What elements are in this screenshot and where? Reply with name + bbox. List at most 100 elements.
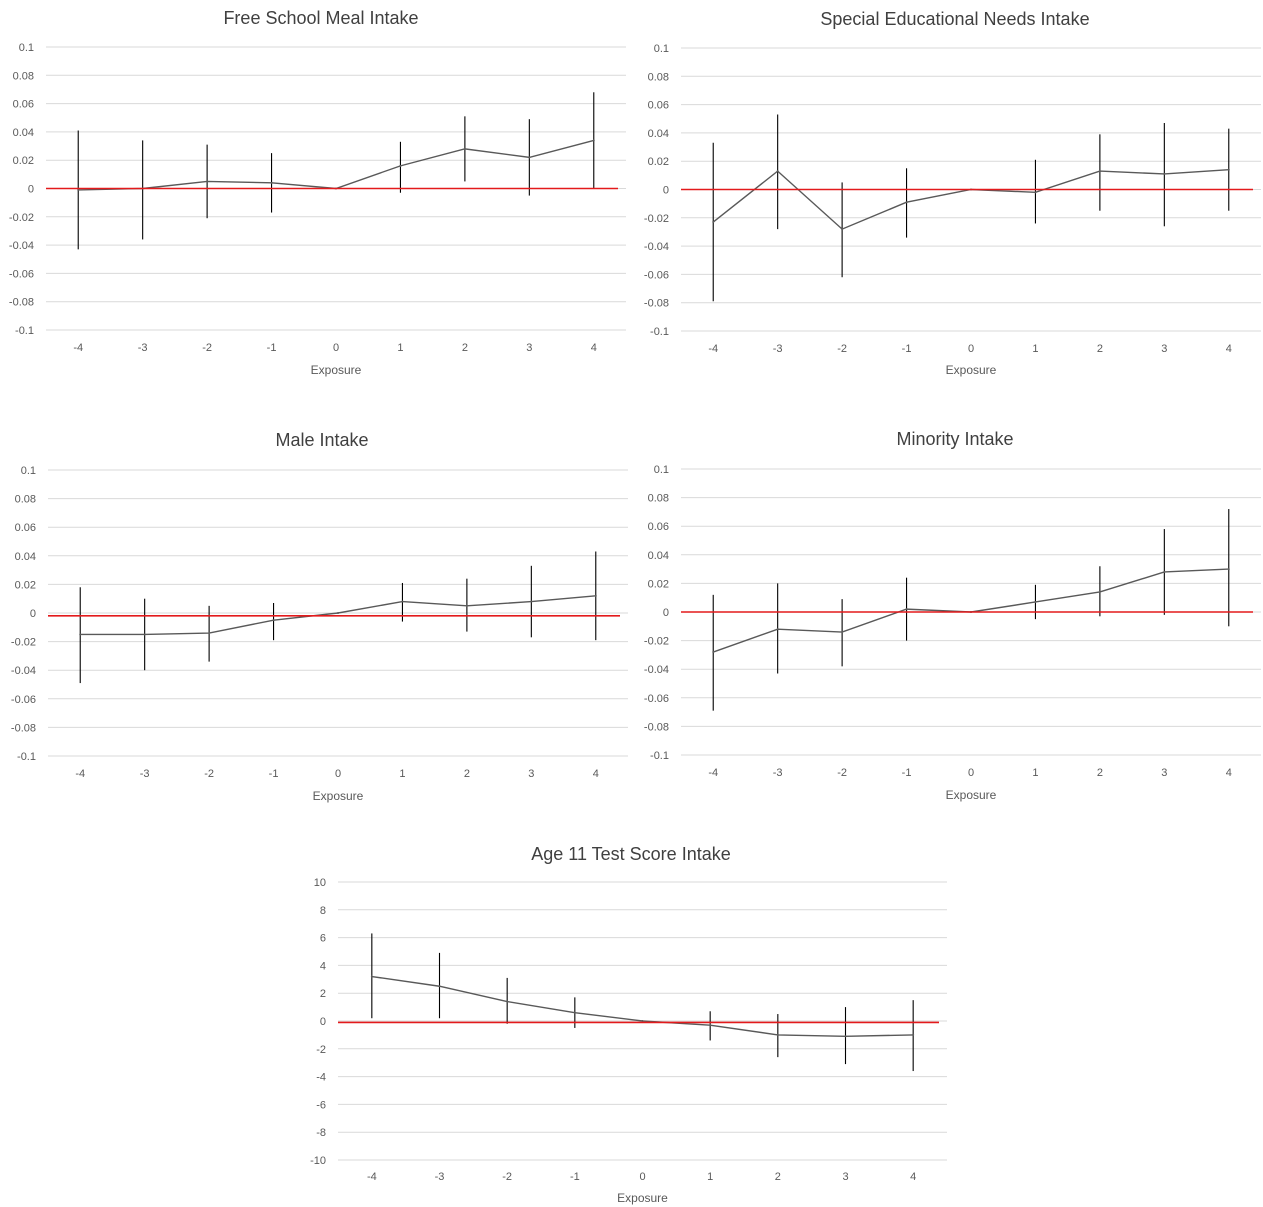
data-point	[573, 1011, 576, 1014]
x-tick-label: -3	[773, 343, 783, 355]
data-point	[438, 985, 441, 988]
x-tick-label: 1	[399, 768, 405, 780]
series-line	[371, 975, 914, 1037]
data-point	[712, 221, 715, 224]
x-tick-label: 4	[1226, 343, 1232, 355]
y-tick-label: 0	[663, 607, 669, 619]
x-tick-label: -2	[204, 768, 214, 780]
data-point	[912, 1033, 915, 1036]
y-tick-label: -4	[316, 1072, 326, 1084]
y-tick-label: -10	[310, 1155, 326, 1167]
chart-4: Minority Intake 0.1 0.08 0.06 0.04 0.02 0 -0.02…	[644, 429, 1261, 802]
x-tick-label: -3	[435, 1171, 445, 1183]
y-tick-label: -0.1	[15, 325, 34, 337]
y-tick-label: -0.08	[644, 298, 669, 310]
y-tick-label: 0.02	[648, 156, 669, 168]
data-point	[530, 600, 533, 603]
chart-1: Free School Meal Intake 0.1 0.08 0.06 0.04 0.…	[9, 8, 626, 377]
data-point	[594, 594, 597, 597]
chart-5: Age 11 Test Score Intake1086420-2-4-6-8-…	[310, 844, 947, 1205]
y-tick-label: 0.06	[13, 99, 34, 111]
x-tick-label: -2	[837, 343, 847, 355]
y-tick-label: -0.06	[11, 694, 36, 706]
x-tick-label: 2	[464, 768, 470, 780]
y-tick-label: -0.06	[9, 268, 34, 280]
x-tick-label: 2	[1097, 343, 1103, 355]
y-tick-label: -0.08	[9, 297, 34, 309]
x-tick-label: 4	[910, 1171, 916, 1183]
y-tick-label: -0.04	[9, 240, 34, 252]
y-tick-label: 0.1	[21, 465, 36, 477]
data-point	[79, 633, 82, 636]
data-point	[1227, 168, 1230, 171]
x-tick-label: 4	[1226, 767, 1232, 779]
data-point	[463, 147, 466, 150]
y-tick-label: -0.02	[11, 637, 36, 649]
chart-3: Male Intake 0.1 0.08 0.06 0.04 0.02 0 -0.02 -0.0…	[11, 430, 628, 803]
x-tick-label: 3	[528, 768, 534, 780]
series-line	[78, 139, 594, 191]
y-tick-label: -0.02	[644, 213, 669, 225]
data-point	[206, 180, 209, 183]
y-tick-label: -0.1	[650, 750, 669, 762]
y-tick-label: 0	[30, 608, 36, 620]
x-axis-label: Exposure	[617, 1191, 668, 1205]
data-point	[77, 188, 80, 191]
y-tick-label: -0.04	[644, 664, 669, 676]
y-tick-label: 6	[320, 933, 326, 945]
y-tick-label: -0.1	[17, 751, 36, 763]
y-tick-label: -0.08	[11, 722, 36, 734]
x-axis-label: Exposure	[313, 789, 364, 803]
data-point	[528, 156, 531, 159]
x-tick-label: -3	[140, 768, 150, 780]
y-tick-label: 0.1	[654, 43, 669, 55]
x-tick-label: 3	[842, 1171, 848, 1183]
data-point	[841, 228, 844, 231]
x-tick-label: -4	[708, 343, 718, 355]
y-tick-label: 0.02	[15, 579, 36, 591]
y-tick-label: 8	[320, 905, 326, 917]
y-tick-label: 0.02	[648, 578, 669, 590]
data-point	[776, 1033, 779, 1036]
y-tick-label: 0.08	[648, 493, 669, 505]
y-tick-label: -0.1	[650, 326, 669, 338]
y-tick-label: -0.02	[644, 636, 669, 648]
y-tick-label: 0.1	[19, 42, 34, 54]
y-tick-label: 0.1	[654, 464, 669, 476]
data-point	[905, 201, 908, 204]
data-point	[592, 139, 595, 142]
x-tick-label: 3	[526, 342, 532, 354]
x-axis-label: Exposure	[946, 788, 997, 802]
chart-title: Special Educational Needs Intake	[820, 9, 1089, 29]
x-tick-label: -1	[570, 1171, 580, 1183]
x-axis-label: Exposure	[946, 363, 997, 377]
x-tick-label: 1	[1032, 767, 1038, 779]
y-tick-label: -6	[316, 1099, 326, 1111]
data-point	[905, 608, 908, 611]
data-point	[1098, 590, 1101, 593]
y-tick-label: 0.08	[15, 494, 36, 506]
chart-title: Free School Meal Intake	[223, 8, 418, 28]
y-tick-label: -8	[316, 1127, 326, 1139]
data-point	[143, 633, 146, 636]
y-tick-label: 0	[28, 184, 34, 196]
x-tick-label: -4	[73, 342, 83, 354]
data-point	[1034, 191, 1037, 194]
data-point	[776, 170, 779, 173]
x-tick-label: -2	[837, 767, 847, 779]
x-tick-label: -1	[269, 768, 279, 780]
y-tick-label: 0.08	[648, 71, 669, 83]
x-tick-label: 1	[707, 1171, 713, 1183]
y-tick-label: 4	[320, 960, 326, 972]
data-point	[506, 1000, 509, 1003]
data-point	[1227, 568, 1230, 571]
data-point	[712, 651, 715, 654]
data-point	[641, 1020, 644, 1022]
x-tick-label: -4	[708, 767, 718, 779]
data-point	[399, 164, 402, 167]
x-tick-label: 0	[639, 1171, 645, 1183]
data-point	[1098, 170, 1101, 173]
x-tick-label: -4	[75, 768, 85, 780]
x-tick-label: -1	[902, 343, 912, 355]
